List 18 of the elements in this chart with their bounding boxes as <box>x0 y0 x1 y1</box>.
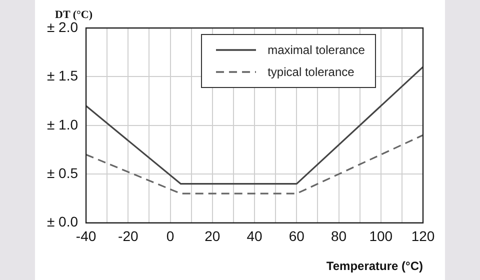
y-tick-label: ± 1.5 <box>46 68 78 84</box>
x-tick-label: 120 <box>411 228 435 244</box>
legend-label: maximal tolerance <box>268 43 365 57</box>
x-tick-label: 20 <box>204 228 220 244</box>
y-tick-label: ± 1.0 <box>46 116 78 132</box>
x-tick-label: -20 <box>118 228 138 244</box>
y-tick-label: ± 0.5 <box>46 164 78 181</box>
x-axis-title: Temperature (°C) <box>326 259 423 274</box>
x-tick-label: 60 <box>288 228 305 244</box>
x-tick-label: 80 <box>330 228 347 244</box>
x-tick-label: 0 <box>166 228 174 244</box>
x-tick-label: 40 <box>246 228 263 244</box>
x-tick-label: -40 <box>76 228 96 244</box>
y-tick-label: ± 2.0 <box>46 18 78 35</box>
y-axis-title: DT (°C) <box>55 8 93 21</box>
x-tick-label: 100 <box>369 228 393 244</box>
legend-label: typical tolerance <box>268 65 354 79</box>
y-tick-label: ± 0.0 <box>46 214 78 230</box>
